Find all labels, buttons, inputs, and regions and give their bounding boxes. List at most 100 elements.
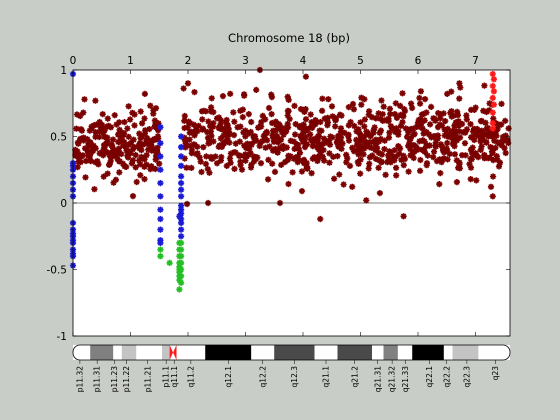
data-point [227, 90, 234, 97]
ideogram-band [162, 345, 170, 360]
data-point [178, 162, 185, 169]
data-point [115, 145, 122, 152]
data-point [405, 142, 412, 149]
data-point [495, 163, 503, 170]
data-point [141, 130, 148, 137]
data-point [280, 131, 287, 138]
data-point [176, 213, 183, 220]
data-point [456, 165, 463, 172]
data-point [178, 233, 185, 240]
data-point [392, 100, 399, 107]
data-point [481, 155, 488, 162]
data-point [321, 135, 328, 142]
data-point [378, 159, 385, 166]
data-point [307, 123, 315, 130]
data-point [321, 157, 328, 164]
data-point [343, 151, 350, 158]
data-point [99, 111, 106, 118]
data-point [226, 155, 234, 162]
data-point [481, 82, 488, 89]
band-label: q21.1 [322, 366, 331, 388]
data-point [300, 121, 307, 128]
data-point [123, 163, 130, 170]
data-point [204, 166, 211, 173]
data-point [178, 259, 185, 266]
data-point [116, 126, 123, 133]
data-point [453, 179, 460, 186]
x-tick-label: 7 [472, 55, 479, 67]
data-point [490, 157, 497, 164]
data-point [340, 181, 347, 188]
data-point [143, 161, 150, 168]
data-point [137, 108, 144, 115]
data-point [474, 125, 481, 133]
ideogram-band [452, 345, 479, 360]
ideogram-band [251, 345, 275, 360]
data-point [125, 133, 132, 140]
data-point [135, 142, 142, 149]
data-point [491, 137, 498, 144]
data-point [236, 138, 243, 145]
data-point [450, 138, 457, 145]
data-point [320, 146, 327, 154]
data-point [157, 253, 164, 260]
data-point [78, 153, 85, 160]
data-point [419, 147, 426, 154]
data-point [365, 111, 372, 118]
data-point [372, 115, 379, 122]
data-point [494, 125, 501, 133]
data-point [489, 70, 496, 78]
x-tick-label: 5 [357, 55, 364, 67]
data-point [343, 159, 350, 166]
data-point [212, 153, 219, 160]
data-point [417, 167, 424, 174]
data-point [224, 122, 231, 129]
data-point [363, 139, 370, 146]
data-point [188, 146, 195, 154]
data-point [210, 120, 217, 127]
data-point [397, 145, 404, 152]
data-point [92, 97, 99, 104]
data-point [280, 125, 287, 132]
data-point [82, 174, 89, 181]
data-point [477, 128, 484, 135]
data-point [339, 140, 346, 147]
data-point [489, 130, 496, 137]
data-point [195, 122, 202, 129]
data-point [410, 142, 417, 149]
data-point [220, 140, 227, 147]
data-point [489, 120, 496, 127]
data-point [139, 120, 146, 127]
data-point [326, 141, 334, 148]
data-point [307, 111, 314, 118]
data-point [87, 158, 94, 165]
data-point [109, 152, 116, 160]
data-point [156, 160, 163, 167]
data-point [438, 159, 445, 166]
data-point [487, 143, 494, 151]
data-point [232, 140, 239, 147]
data-point [184, 124, 191, 131]
data-point [280, 145, 287, 152]
ideogram-band [478, 345, 510, 360]
data-point [269, 119, 276, 127]
data-point [468, 106, 475, 113]
band-label: p11.32 [76, 366, 85, 392]
data-point [434, 124, 442, 131]
data-point [182, 140, 189, 147]
y-axis-ticks: -1 -0.5 0 0.5 1 [47, 65, 510, 343]
data-point [284, 112, 291, 119]
data-point [291, 102, 298, 109]
data-point [467, 164, 475, 171]
data-point [401, 155, 409, 163]
data-point [301, 144, 309, 151]
data-point [350, 148, 358, 155]
data-point [436, 121, 444, 128]
ideogram-band [113, 345, 122, 360]
data-point [205, 140, 212, 147]
data-point [397, 122, 404, 129]
data-point [125, 148, 132, 155]
data-point [402, 125, 409, 132]
data-point [178, 133, 185, 140]
data-point [185, 118, 192, 125]
